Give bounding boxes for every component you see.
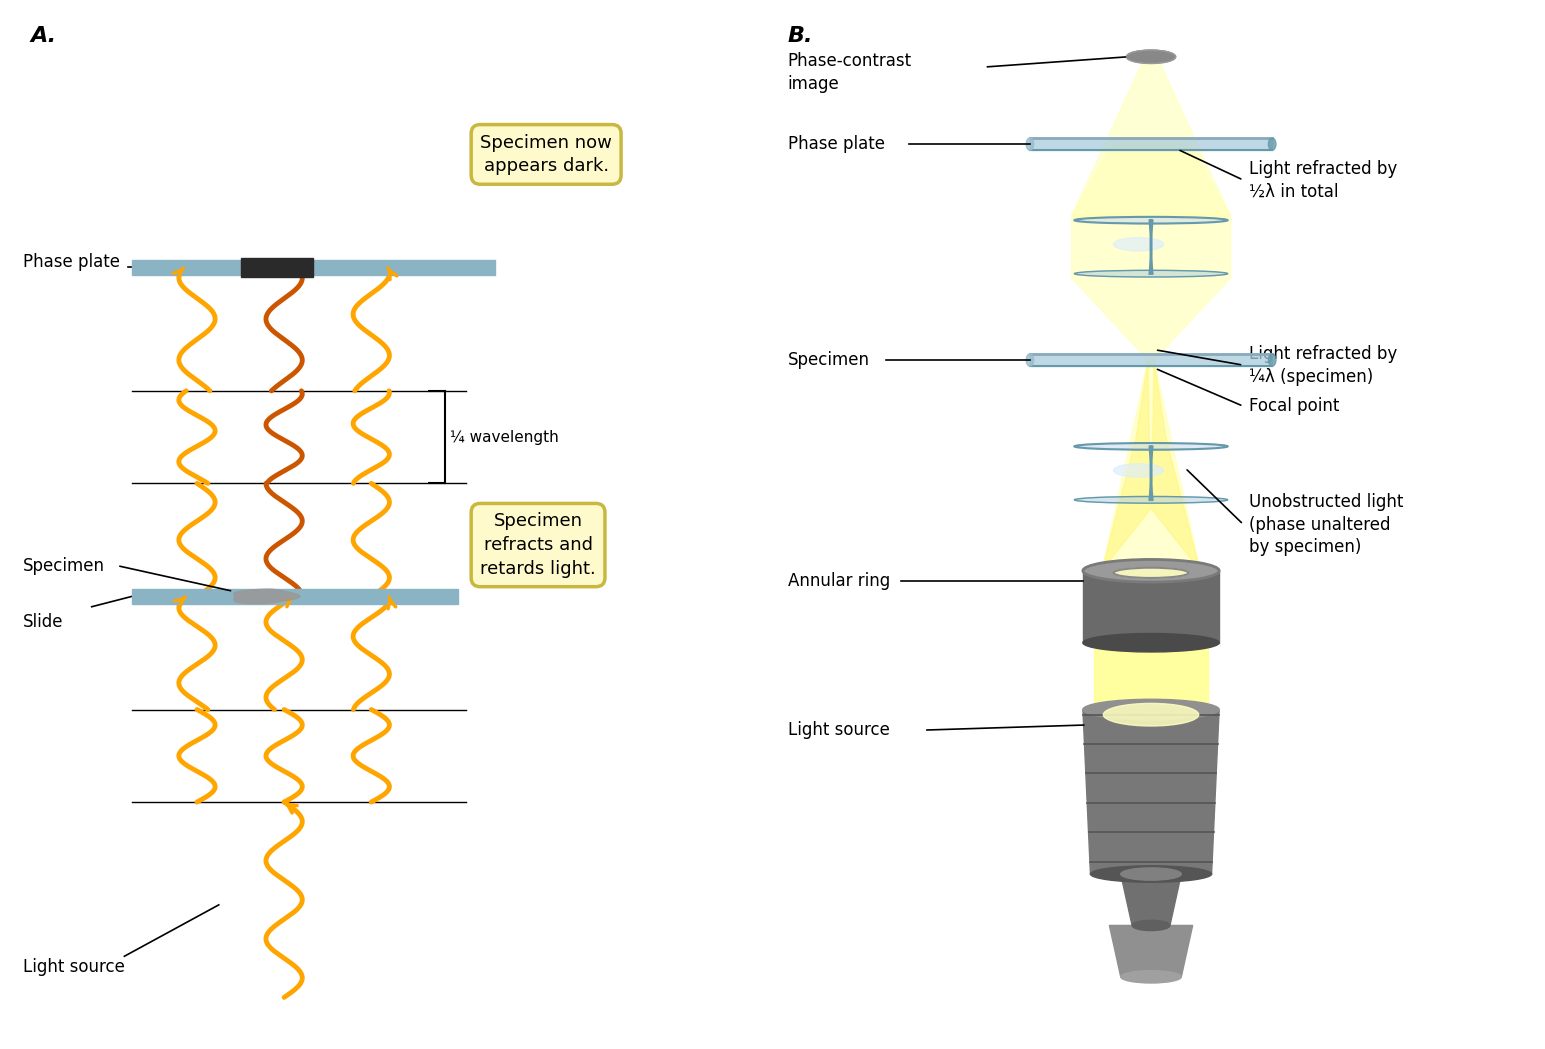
Polygon shape [1094, 709, 1208, 874]
Bar [1083, 571, 1219, 643]
Bar [1031, 354, 1272, 366]
Ellipse shape [1103, 704, 1199, 726]
Text: Phase-contrast
image: Phase-contrast image [788, 51, 912, 92]
Ellipse shape [1268, 354, 1276, 366]
Ellipse shape [1114, 237, 1163, 251]
Polygon shape [1094, 643, 1208, 709]
Ellipse shape [1120, 970, 1182, 983]
Bar [241, 258, 314, 277]
Bar [131, 260, 494, 275]
Text: Light source: Light source [788, 721, 890, 740]
Polygon shape [233, 590, 300, 604]
Ellipse shape [1074, 271, 1228, 277]
Ellipse shape [1114, 568, 1188, 578]
Polygon shape [1149, 447, 1153, 499]
Polygon shape [1151, 360, 1200, 571]
Polygon shape [1102, 360, 1151, 571]
Ellipse shape [1132, 920, 1170, 930]
Text: Specimen
refracts and
retards light.: Specimen refracts and retards light. [480, 513, 596, 578]
Ellipse shape [1083, 559, 1219, 582]
Polygon shape [1094, 571, 1208, 643]
Text: Slide: Slide [23, 614, 63, 631]
Polygon shape [1072, 144, 1230, 216]
Text: Focal point: Focal point [1250, 398, 1340, 415]
Ellipse shape [1074, 443, 1228, 450]
Text: Specimen now
appears dark.: Specimen now appears dark. [480, 133, 612, 175]
Ellipse shape [1026, 138, 1034, 150]
Polygon shape [1109, 925, 1193, 977]
Text: Phase plate: Phase plate [23, 254, 119, 272]
Polygon shape [1072, 57, 1230, 216]
Ellipse shape [1074, 217, 1228, 223]
Ellipse shape [1026, 354, 1034, 366]
Ellipse shape [1083, 634, 1219, 652]
Ellipse shape [1120, 868, 1182, 880]
Ellipse shape [1114, 464, 1163, 477]
Text: ¼ wavelength: ¼ wavelength [450, 430, 558, 445]
Ellipse shape [1126, 50, 1176, 63]
Ellipse shape [1074, 496, 1228, 504]
Text: B.: B. [788, 26, 813, 46]
Bar [1031, 138, 1272, 150]
Ellipse shape [1091, 865, 1211, 882]
Polygon shape [1102, 360, 1200, 571]
Text: A.: A. [29, 26, 56, 46]
Text: Light refracted by
½λ in total: Light refracted by ½λ in total [1250, 159, 1398, 200]
Polygon shape [1083, 709, 1219, 874]
Ellipse shape [1083, 700, 1219, 720]
Text: Light source: Light source [23, 958, 125, 976]
Polygon shape [1149, 220, 1153, 274]
Text: Unobstructed light
(phase unaltered
by specimen): Unobstructed light (phase unaltered by s… [1250, 493, 1404, 556]
Polygon shape [1120, 874, 1182, 925]
Polygon shape [1072, 216, 1230, 360]
Text: Light refracted by
¼λ (specimen): Light refracted by ¼λ (specimen) [1250, 345, 1398, 386]
Text: Phase plate: Phase plate [788, 135, 885, 153]
Text: Specimen: Specimen [788, 351, 870, 369]
Ellipse shape [1268, 138, 1276, 150]
Text: Specimen: Specimen [23, 557, 105, 575]
Bar [131, 590, 459, 603]
Text: Annular ring: Annular ring [788, 572, 890, 590]
